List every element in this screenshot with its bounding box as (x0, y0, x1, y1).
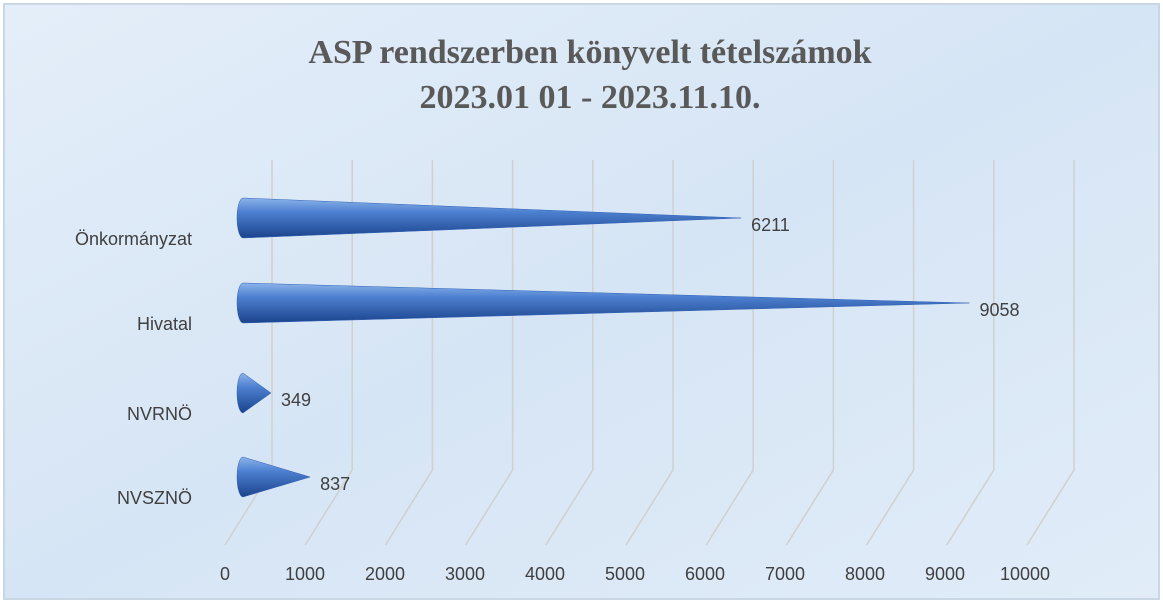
y-tick-label: NVSZNÖ (117, 488, 192, 508)
data-label: 837 (320, 474, 350, 494)
cone-bar (236, 456, 312, 498)
grid-line (705, 160, 754, 546)
x-tick-label: 2000 (365, 564, 405, 584)
x-tick-label: 7000 (765, 564, 805, 584)
chart-title: ASP rendszerben könyvelt tételszámok (308, 34, 871, 71)
x-tick-label: 1000 (285, 564, 325, 584)
cone-bar (236, 372, 272, 414)
grid-line (785, 160, 835, 546)
chart-subtitle: 2023.01 01 - 2023.11.10. (420, 79, 761, 116)
grid-line (464, 160, 514, 546)
cone-bar (236, 197, 742, 239)
grid-line (304, 160, 353, 546)
x-tick-label: 10000 (1000, 564, 1050, 584)
data-label: 9058 (979, 300, 1019, 320)
grid-line (865, 160, 915, 546)
x-tick-label: 5000 (605, 564, 645, 584)
data-label: 349 (281, 390, 311, 410)
y-tick-label: Önkormányzat (75, 229, 192, 249)
x-tick-label: 0 (220, 564, 230, 584)
x-tick-label: 4000 (525, 564, 565, 584)
grid-line (625, 160, 674, 546)
y-tick-label: Hivatal (137, 314, 192, 334)
grid-line (1026, 160, 1075, 546)
grid-line (545, 160, 594, 546)
x-tick-label: 3000 (445, 564, 485, 584)
cone-bar (236, 282, 970, 324)
grid-line (384, 160, 434, 546)
x-tick-label: 8000 (845, 564, 885, 584)
x-tick-label: 9000 (925, 564, 965, 584)
y-tick-label: NVRNÖ (127, 404, 192, 424)
grid-line (946, 160, 995, 546)
data-label: 6211 (751, 215, 790, 235)
x-tick-label: 6000 (685, 564, 725, 584)
